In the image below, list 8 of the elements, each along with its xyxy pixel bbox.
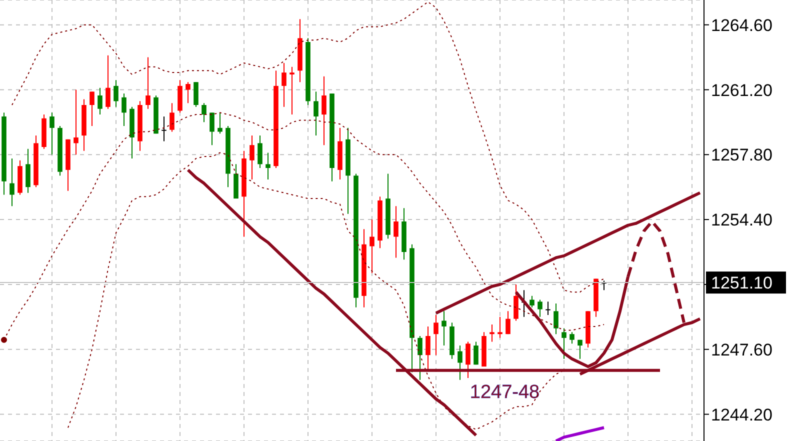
annotation: 1247-48: [470, 382, 540, 403]
y-tick-label: 1264.60: [711, 16, 772, 35]
y-tick-label: 1254.40: [711, 210, 772, 230]
ref-line-label: 1251.10: [711, 274, 772, 293]
y-tick-label: 1257.80: [711, 146, 772, 165]
y-tick-label: 1247.60: [711, 340, 772, 360]
y-tick-label: 1244.20: [711, 405, 772, 424]
y-tick-label: 1261.20: [711, 80, 772, 100]
